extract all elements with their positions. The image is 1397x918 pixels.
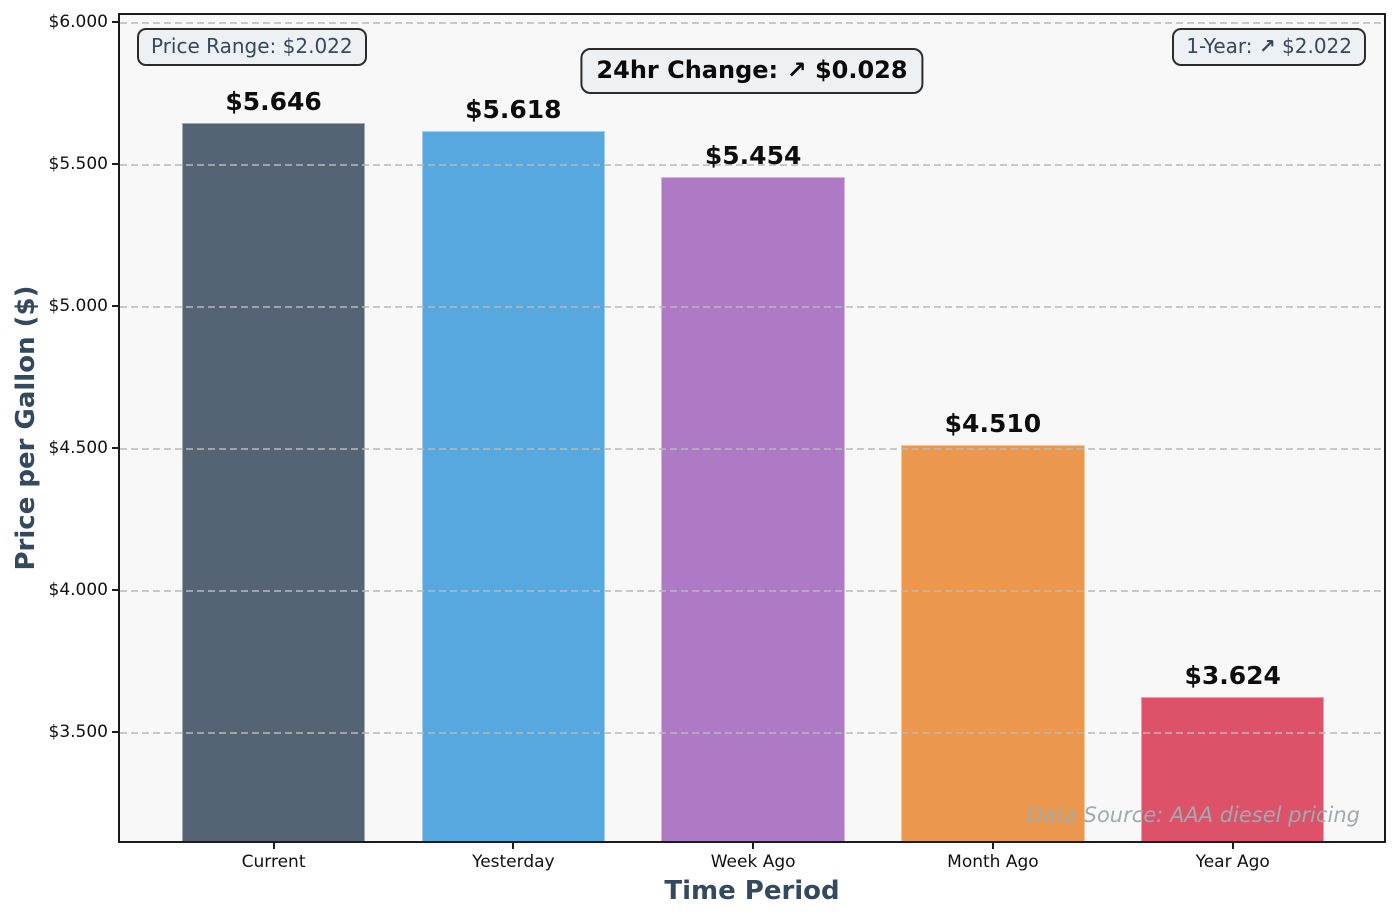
- x-axis-label: Time Period: [664, 876, 840, 906]
- y-tick-mark: [112, 21, 120, 24]
- bar-value-label: $3.624: [1184, 660, 1281, 690]
- y-tick-label: $6.000: [48, 12, 108, 33]
- price-range-badge: Price Range: $2.022: [137, 28, 367, 66]
- trend-up-icon: ↗: [1258, 34, 1276, 58]
- bar-value-label: $5.618: [465, 94, 562, 124]
- y-tick-mark: [112, 304, 120, 307]
- one-year-label: 1-Year:: [1186, 34, 1253, 58]
- bar-year-ago: [1141, 696, 1325, 841]
- y-tick-label: $4.500: [48, 437, 108, 458]
- y-tick-mark: [112, 730, 120, 733]
- y-tick-label: $3.500: [48, 721, 108, 742]
- gridline: [120, 22, 1384, 25]
- data-source-watermark: Data Source: AAA diesel pricing: [1026, 803, 1360, 827]
- x-tick-label-year-ago: Year Ago: [1195, 852, 1270, 872]
- y-tick-mark: [112, 163, 120, 165]
- bar-value-label: $5.646: [225, 86, 322, 116]
- y-tick-mark: [112, 588, 120, 591]
- y-tick-mark: [112, 446, 120, 449]
- change-24hr-badge: 24hr Change: ↗ $0.028: [580, 48, 924, 94]
- x-tick-mark: [752, 841, 755, 849]
- y-tick-label: $5.500: [48, 154, 108, 174]
- x-tick-label-current: Current: [241, 852, 306, 872]
- change-24hr-value: $0.028: [814, 56, 908, 84]
- bar-current: [181, 122, 366, 841]
- x-tick-label-month-ago: Month Ago: [947, 852, 1039, 872]
- trend-up-icon: ↗: [786, 56, 807, 84]
- x-tick-mark: [991, 841, 994, 849]
- change-24hr-label: 24hr Change:: [596, 56, 779, 84]
- x-tick-label-week-ago: Week Ago: [710, 852, 796, 872]
- x-tick-label-yesterday: Yesterday: [472, 852, 555, 872]
- bar-value-label: $5.454: [704, 141, 802, 171]
- x-tick-mark: [1231, 841, 1234, 849]
- x-tick-mark: [272, 841, 275, 849]
- bar-month-ago: [901, 445, 1085, 841]
- y-tick-label: $4.000: [48, 579, 108, 600]
- one-year-badge: 1-Year: ↗ $2.022: [1172, 28, 1366, 66]
- y-tick-label: $5.000: [48, 295, 108, 316]
- bar-week-ago: [661, 177, 845, 841]
- bar-yesterday: [421, 130, 605, 841]
- plot-area: Price Range: $2.022 24hr Change: ↗ $0.02…: [49, 12, 1386, 872]
- price-range-text: Price Range: $2.022: [151, 34, 353, 58]
- x-tick-mark: [512, 841, 515, 849]
- bar-value-label: $4.510: [944, 409, 1042, 439]
- one-year-value: $2.022: [1282, 34, 1352, 58]
- y-axis-label: Price per Gallon ($): [11, 285, 41, 571]
